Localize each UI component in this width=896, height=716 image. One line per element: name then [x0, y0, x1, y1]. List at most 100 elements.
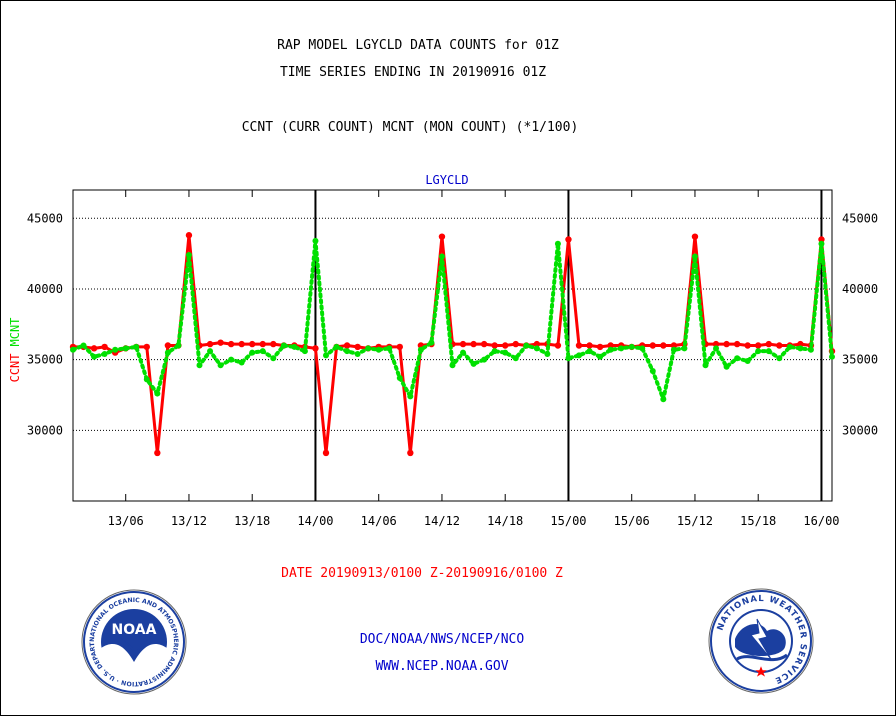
data-point-ccnt — [238, 340, 245, 348]
data-point-ccnt — [755, 342, 762, 349]
series-layer — [69, 232, 836, 457]
data-point-mcnt — [70, 346, 76, 353]
y-axis-label-mcnt: MCNT — [8, 318, 22, 347]
y-tick-label-left: 45000 — [27, 211, 63, 225]
data-point-mcnt — [143, 376, 150, 383]
data-point-ccnt — [512, 340, 519, 348]
data-point-mcnt — [396, 375, 403, 382]
data-point-ccnt — [270, 340, 277, 348]
data-point-mcnt — [607, 346, 614, 353]
data-point-mcnt — [702, 362, 709, 369]
data-point-mcnt — [597, 353, 604, 360]
x-tick-label: 15/06 — [614, 514, 650, 528]
noaa-logo: NATIONAL OCEANIC AND ATMOSPHERIC ADMINIS… — [81, 589, 187, 695]
data-point-mcnt — [249, 349, 256, 356]
data-point-mcnt — [164, 349, 171, 356]
data-point-mcnt — [280, 342, 287, 349]
data-point-mcnt — [639, 345, 646, 352]
data-point-mcnt — [449, 362, 456, 369]
data-point-ccnt — [765, 340, 772, 348]
data-point-ccnt — [206, 340, 214, 348]
x-tick-label: 14/00 — [297, 514, 333, 528]
y-axis-label-ccnt: CCNT — [8, 354, 22, 383]
data-point-mcnt — [270, 355, 277, 362]
y-tick-label-right: 45000 — [842, 211, 878, 225]
data-point-ccnt — [101, 343, 108, 351]
data-point-mcnt — [786, 343, 793, 350]
data-point-mcnt — [628, 343, 635, 350]
data-point-ccnt — [723, 340, 730, 348]
data-point-ccnt — [249, 340, 256, 348]
data-point-ccnt — [691, 233, 699, 240]
chart-title-line1: RAP MODEL LGYCLD DATA COUNTS for 01Z — [277, 38, 559, 53]
data-point-mcnt — [660, 396, 667, 403]
data-point-mcnt — [829, 353, 835, 360]
data-point-mcnt — [502, 349, 509, 356]
data-point-ccnt — [227, 340, 235, 348]
chart-title-line2: TIME SERIES ENDING IN 20190916 01Z — [279, 65, 547, 80]
data-point-mcnt — [544, 350, 551, 357]
data-point-ccnt — [733, 340, 741, 348]
data-point-mcnt — [691, 253, 698, 260]
data-point-mcnt — [312, 237, 319, 244]
data-point-mcnt — [291, 343, 298, 350]
data-point-mcnt — [196, 362, 203, 369]
data-point-mcnt — [807, 346, 814, 353]
data-point-ccnt — [164, 342, 172, 349]
data-point-mcnt — [618, 345, 625, 352]
data-point-mcnt — [533, 345, 540, 352]
data-point-mcnt — [301, 348, 308, 355]
data-point-mcnt — [734, 355, 741, 362]
data-point-ccnt — [407, 449, 414, 457]
data-point-ccnt — [491, 342, 498, 349]
data-point-ccnt — [565, 236, 572, 243]
data-point-ccnt — [797, 340, 804, 348]
data-point-ccnt — [660, 342, 667, 349]
data-point-ccnt — [343, 342, 351, 349]
nws-logo: NATIONAL WEATHER SERVICE — [708, 588, 814, 694]
data-point-mcnt — [80, 342, 87, 349]
x-tick-label: 14/12 — [424, 514, 460, 528]
data-point-ccnt — [459, 340, 467, 348]
data-point-mcnt — [470, 360, 477, 367]
data-point-ccnt — [586, 342, 593, 349]
data-point-mcnt — [649, 367, 656, 374]
x-tick-label: 15/18 — [740, 514, 776, 528]
data-point-ccnt — [322, 449, 330, 457]
x-tick-label: 13/06 — [108, 514, 144, 528]
data-point-mcnt — [460, 349, 467, 356]
data-point-ccnt — [607, 342, 614, 349]
data-point-mcnt — [259, 348, 266, 355]
data-point-ccnt — [354, 343, 361, 351]
data-point-ccnt — [396, 343, 403, 351]
y-tick-label-right: 30000 — [842, 423, 878, 437]
data-point-mcnt — [207, 348, 214, 355]
panel-label: LGYCLD — [425, 173, 468, 187]
data-point-mcnt — [797, 345, 804, 352]
x-tick-label: 13/12 — [171, 514, 207, 528]
data-point-mcnt — [681, 345, 688, 352]
series-line-mcnt — [71, 238, 834, 402]
data-point-ccnt — [154, 449, 161, 457]
data-point-mcnt — [344, 348, 351, 355]
data-point-mcnt — [175, 342, 182, 349]
x-tick-label: 14/06 — [361, 514, 397, 528]
data-point-mcnt — [407, 393, 414, 400]
data-point-ccnt — [438, 233, 446, 240]
data-point-mcnt — [91, 353, 98, 360]
data-point-ccnt — [554, 342, 562, 349]
data-point-mcnt — [133, 343, 140, 350]
data-point-mcnt — [228, 356, 235, 363]
series-mcnt — [70, 237, 835, 403]
data-point-mcnt — [723, 363, 730, 370]
data-point-ccnt — [90, 345, 98, 352]
data-point-mcnt — [713, 345, 720, 352]
data-point-mcnt — [354, 350, 361, 357]
data-point-ccnt — [502, 342, 509, 349]
x-tick-label: 13/18 — [234, 514, 270, 528]
noaa-logo-text: NOAA — [112, 622, 157, 638]
data-point-ccnt — [712, 340, 720, 348]
data-point-ccnt — [744, 342, 751, 349]
data-point-mcnt — [323, 352, 329, 359]
